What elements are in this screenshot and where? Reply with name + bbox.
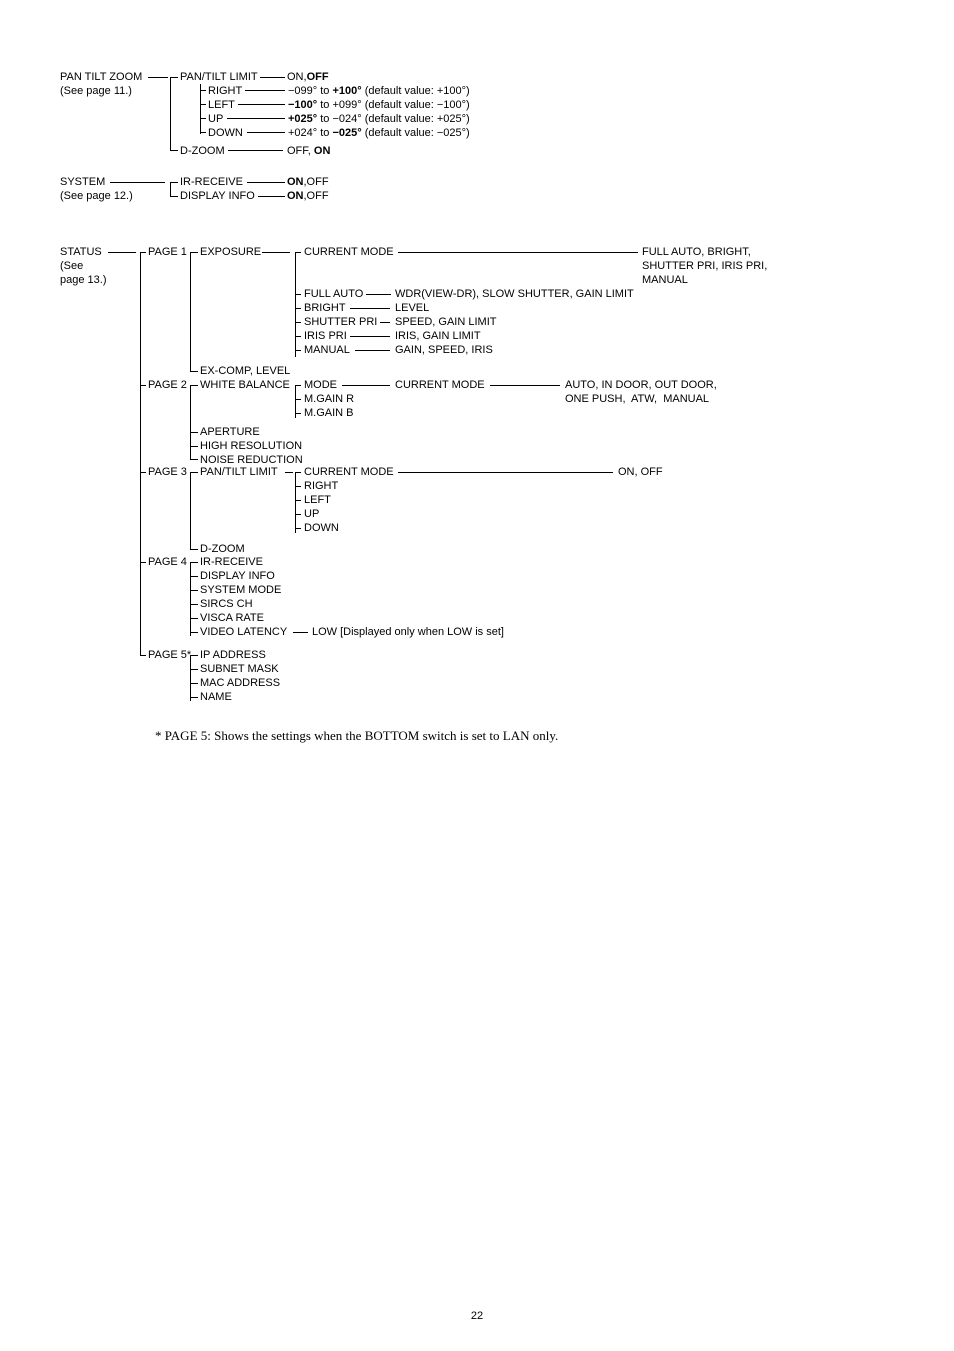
status-ref1: (See <box>60 259 83 273</box>
page-number: 22 <box>0 1310 954 1322</box>
ptz-left-val: −100° to +099° (default value: −100°) <box>288 98 470 112</box>
p1-bright-val: LEVEL <box>395 301 429 315</box>
p2-mgainb: M.GAIN B <box>304 406 354 420</box>
p1-curmode-val: FULL AUTO, BRIGHT, SHUTTER PRI, IRIS PRI… <box>642 245 767 287</box>
status-p5: PAGE 5* <box>148 648 191 662</box>
p1-exposure: EXPOSURE <box>200 245 261 259</box>
p1-manual: MANUAL <box>304 343 350 357</box>
ptz-up: UP <box>208 112 223 126</box>
p2-aperture: APERTURE <box>200 425 260 439</box>
ptz-left: LEFT <box>208 98 235 112</box>
p1-shutterpri-val: SPEED, GAIN LIMIT <box>395 315 496 329</box>
sys-ir-val: ON,OFF <box>287 175 329 189</box>
ptz-right: RIGHT <box>208 84 242 98</box>
ptz-dzoom: D-ZOOM <box>180 144 225 158</box>
p1-fullauto-val: WDR(VIEW-DR), SLOW SHUTTER, GAIN LIMIT <box>395 287 634 301</box>
p1-curmode: CURRENT MODE <box>304 245 394 259</box>
p5-ip: IP ADDRESS <box>200 648 266 662</box>
p1-irispri-val: IRIS, GAIN LIMIT <box>395 329 481 343</box>
sys-root: SYSTEM <box>60 175 105 189</box>
p2-mode: MODE <box>304 378 337 392</box>
ptz-ref: (See page 11.) <box>60 84 132 98</box>
p3-down: DOWN <box>304 521 339 535</box>
p4-ir: IR-RECEIVE <box>200 555 263 569</box>
p5-name: NAME <box>200 690 232 704</box>
ptz-dzoom-val: OFF, ON <box>287 144 330 158</box>
status-p3: PAGE 3 <box>148 465 187 479</box>
p2-highres: HIGH RESOLUTION <box>200 439 302 453</box>
ptz-up-val: +025° to −024° (default value: +025°) <box>288 112 470 126</box>
ptz-right-val: −099° to +100° (default value: +100°) <box>288 84 470 98</box>
p5-subnet: SUBNET MASK <box>200 662 279 676</box>
status-root: STATUS <box>60 245 102 259</box>
status-p4: PAGE 4 <box>148 555 187 569</box>
p2-mode-val: AUTO, IN DOOR, OUT DOOR, ONE PUSH, ATW, … <box>565 378 717 406</box>
status-p2: PAGE 2 <box>148 378 187 392</box>
p1-irispri: IRIS PRI <box>304 329 347 343</box>
p3-dzoom: D-ZOOM <box>200 542 245 556</box>
p3-cur: CURRENT MODE <box>304 465 394 479</box>
p4-sircs: SIRCS CH <box>200 597 253 611</box>
ptz-root: PAN TILT ZOOM <box>60 70 142 84</box>
p2-mgainr: M.GAIN R <box>304 392 354 406</box>
p3-ptlimit: PAN/TILT LIMIT <box>200 465 278 479</box>
p2-wb: WHITE BALANCE <box>200 378 290 392</box>
sys-ir: IR-RECEIVE <box>180 175 243 189</box>
p4-vidlat-val: LOW [Displayed only when LOW is set] <box>312 625 504 639</box>
p4-vidlat: VIDEO LATENCY <box>200 625 287 639</box>
p4-sysmode: SYSTEM MODE <box>200 583 281 597</box>
p4-dispinfo: DISPLAY INFO <box>200 569 275 583</box>
p1-fullauto: FULL AUTO <box>304 287 363 301</box>
footnote: * PAGE 5: Shows the settings when the BO… <box>155 728 558 744</box>
ptz-down-val: +024° to −025° (default value: −025°) <box>288 126 470 140</box>
sys-disp-val: ON,OFF <box>287 189 329 203</box>
p5-mac: MAC ADDRESS <box>200 676 280 690</box>
p1-manual-val: GAIN, SPEED, IRIS <box>395 343 493 357</box>
p4-visca: VISCA RATE <box>200 611 264 625</box>
p1-bright: BRIGHT <box>304 301 346 315</box>
sys-ref: (See page 12.) <box>60 189 133 203</box>
ptz-ptlimit-val: ON,OFF <box>287 70 329 84</box>
ptz-down: DOWN <box>208 126 243 140</box>
status-ref2: page 13.) <box>60 273 106 287</box>
sys-disp: DISPLAY INFO <box>180 189 255 203</box>
p3-right: RIGHT <box>304 479 338 493</box>
p1-excomp: EX-COMP, LEVEL <box>200 364 290 378</box>
status-p1: PAGE 1 <box>148 245 187 259</box>
p1-shutterpri: SHUTTER PRI <box>304 315 377 329</box>
ptz-ptlimit: PAN/TILT LIMIT <box>180 70 258 84</box>
p2-mode-cur: CURRENT MODE <box>395 378 485 392</box>
p3-left: LEFT <box>304 493 331 507</box>
p3-cur-val: ON, OFF <box>618 465 663 479</box>
p3-up: UP <box>304 507 319 521</box>
